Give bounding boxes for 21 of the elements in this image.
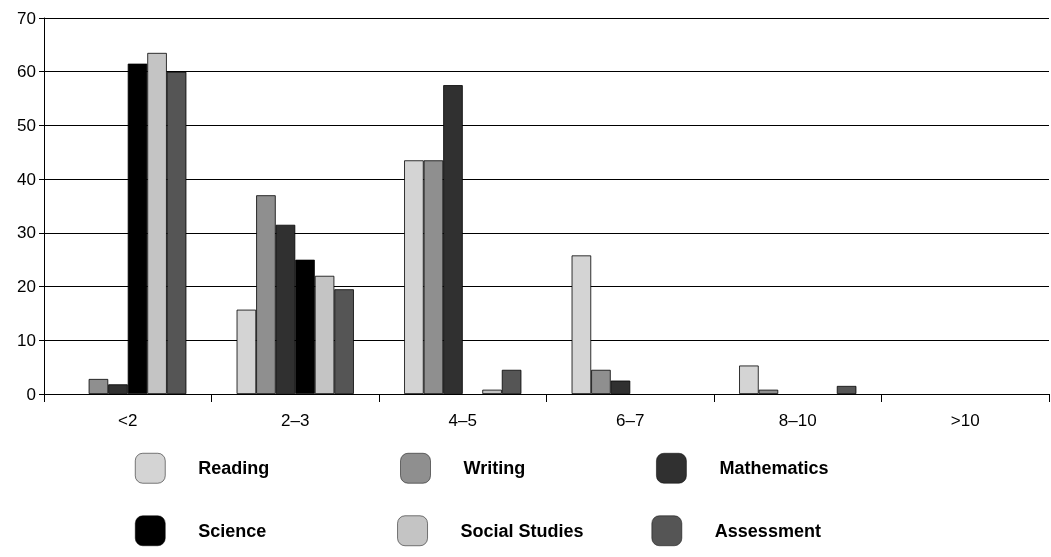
y-tick-label: 40 — [17, 169, 36, 189]
y-tick-label: 0 — [26, 384, 36, 404]
legend-label: Social Studies — [460, 520, 620, 541]
y-tick-label: 20 — [17, 277, 36, 297]
y-tick-label: 10 — [17, 330, 36, 350]
x-tick-label: 2–3 — [281, 411, 310, 430]
bar — [836, 385, 857, 394]
y-tick-label: 50 — [17, 115, 36, 135]
x-tick-label: 6–7 — [616, 411, 645, 430]
x-tick-label: >10 — [950, 411, 980, 430]
legend-label: Writing — [463, 458, 625, 479]
x-tick-label: 4–5 — [448, 411, 477, 430]
legend-label: Science — [198, 520, 366, 541]
y-tick-label: 70 — [17, 8, 36, 28]
y-tick-label: 60 — [17, 62, 36, 82]
legend-label: Reading — [198, 458, 369, 479]
x-tick-label: 8–10 — [778, 411, 817, 430]
legend-label: Mathematics — [719, 458, 892, 479]
y-tick-label: 30 — [17, 223, 36, 243]
x-tick-label: <2 — [118, 411, 138, 430]
legend-label: Assessment — [714, 520, 893, 541]
